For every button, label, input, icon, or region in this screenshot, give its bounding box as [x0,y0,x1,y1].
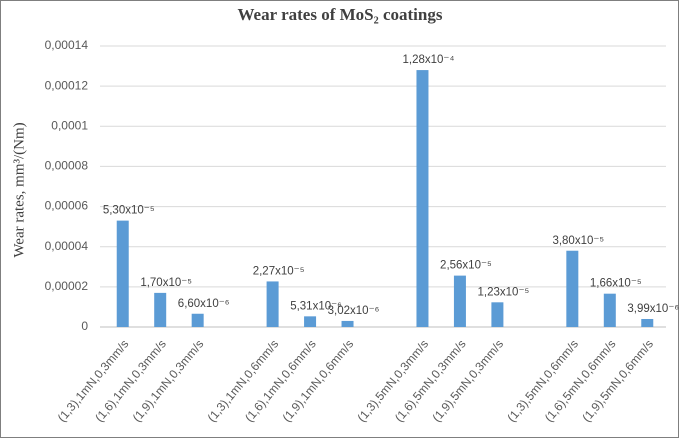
bar [116,220,129,327]
value-label: 3,80x10⁻⁵ [552,235,604,247]
value-label: 2,56x10⁻⁵ [440,260,492,272]
bar [453,275,466,327]
value-label: 3,99x10⁻⁶ [627,303,679,315]
value-label: 5,30x10⁻⁵ [103,205,155,217]
value-label: 1,23x10⁻⁵ [478,286,530,298]
value-label: 6,60x10⁻⁶ [178,298,230,310]
y-tick-label: 0,00006 [45,199,89,213]
bar [304,316,317,327]
chart-title: Wear rates of MoS₂ coatings [238,5,443,24]
bar [191,313,204,327]
y-tick-label: 0,00008 [45,159,89,173]
y-tick-label: 0 [81,319,88,333]
y-tick-label: 0,00002 [45,279,89,293]
bar [154,292,167,327]
value-label: 3,02x10⁻⁶ [328,305,380,317]
bar [341,320,354,327]
y-axis-label: Wear rates, mm³/(Nm) [11,122,27,257]
bar [641,318,654,327]
value-label: 1,66x10⁻⁵ [590,278,642,290]
bar [416,70,429,327]
value-label: 5,31x10⁻⁶ [290,300,342,312]
bar [603,293,616,327]
y-tick-label: 0,00004 [45,239,89,253]
value-label: 2,27x10⁻⁵ [253,265,305,277]
bar [266,281,279,327]
y-tick-label: 0,0001 [51,118,88,132]
y-tick-label: 0,00012 [45,78,89,92]
value-label: 1,70x10⁻⁵ [140,277,192,289]
value-label: 1,28x10⁻⁴ [402,54,454,66]
y-tick-label: 0,00014 [45,38,89,52]
bar [491,302,504,327]
bar [566,250,579,327]
